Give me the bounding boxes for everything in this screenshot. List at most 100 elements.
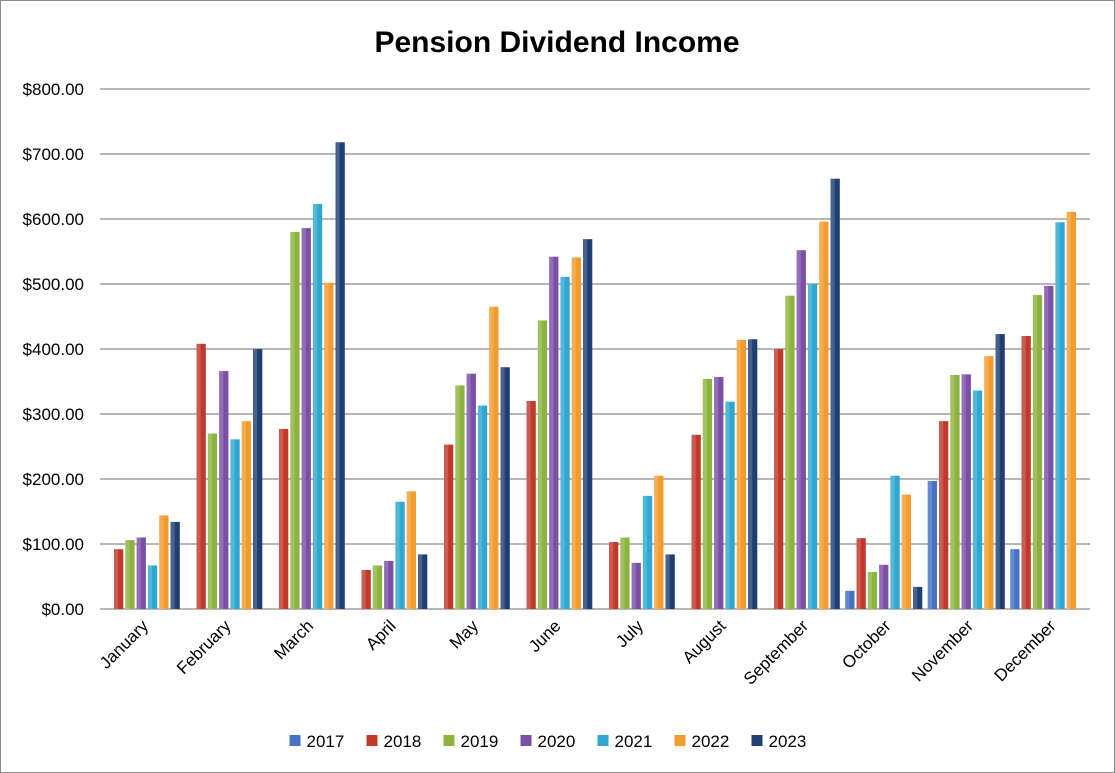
x-tick-label: May	[446, 616, 482, 652]
bar	[571, 257, 581, 609]
bar-2023-october	[913, 586, 923, 609]
bar-highlight	[241, 421, 246, 609]
bar-highlight	[950, 375, 955, 609]
legend-swatch	[366, 735, 378, 746]
bar-highlight	[500, 367, 505, 609]
bar-2020-may	[466, 373, 476, 609]
bar	[736, 339, 746, 609]
bar	[583, 239, 593, 609]
bar-highlight	[879, 564, 884, 609]
bar-2021-november	[972, 390, 983, 609]
bar-2022-march	[324, 282, 334, 609]
bar-2022-august	[736, 339, 746, 609]
bar-2018-august	[691, 434, 701, 609]
legend-label: 2022	[692, 732, 730, 751]
bar	[125, 540, 135, 609]
bar	[774, 349, 784, 609]
bar	[477, 405, 488, 609]
bar-2022-september	[819, 221, 829, 609]
bar-highlight	[324, 282, 329, 609]
bar-2020-august	[714, 376, 724, 609]
bar-highlight	[136, 537, 141, 609]
bar-2020-december	[1044, 285, 1054, 609]
y-tick-label: $400.00	[23, 340, 84, 359]
bar-highlight	[901, 494, 906, 609]
x-tick-label: January	[96, 616, 153, 673]
bar	[230, 439, 240, 609]
bar-highlight	[774, 349, 779, 609]
bar-2022-december	[1066, 211, 1076, 609]
bar	[1055, 222, 1065, 609]
x-tick-label: November	[908, 616, 977, 685]
bar-2020-march	[301, 228, 311, 609]
x-tick-label: June	[525, 616, 565, 656]
bar-2022-february	[241, 421, 251, 609]
bar	[560, 276, 570, 609]
bar-highlight	[1066, 211, 1071, 609]
bar-highlight	[395, 501, 400, 609]
bar	[984, 356, 994, 609]
bar-2023-june	[583, 239, 593, 609]
legend-swatch	[751, 735, 763, 746]
bar	[620, 537, 630, 609]
bar-2021-december	[1055, 222, 1065, 609]
bar-2018-march	[279, 428, 289, 609]
legend-swatch	[520, 735, 532, 746]
bar-highlight	[571, 257, 576, 609]
bar-2019-july	[620, 537, 630, 609]
bar-highlight	[170, 521, 175, 609]
bar-2022-may	[489, 306, 499, 609]
bar-2021-april	[395, 501, 405, 609]
bar-2023-may	[500, 367, 510, 609]
bar-highlight	[207, 433, 212, 609]
bar-2019-february	[207, 433, 218, 609]
bar	[913, 586, 923, 609]
legend-swatch	[674, 735, 686, 746]
bar-highlight	[125, 540, 130, 609]
bar-2019-march	[290, 232, 300, 609]
bar-2018-november	[939, 421, 949, 609]
bar-2020-november	[961, 374, 971, 609]
bar-2023-march	[335, 142, 345, 610]
bar-highlight	[1021, 336, 1026, 609]
bar-2022-april	[406, 491, 416, 609]
bar-highlight	[114, 549, 119, 609]
x-axis-ticks: January February March April May June July Augu…	[96, 616, 1060, 689]
bar	[1066, 211, 1076, 609]
bar-highlight	[796, 250, 801, 609]
legend-item-2020: 2020	[520, 732, 575, 751]
x-tick-label: December	[991, 616, 1060, 685]
bar-highlight	[418, 554, 423, 609]
bar-2021-june	[560, 276, 570, 609]
bar-2021-september	[807, 284, 818, 609]
bar-highlight	[1032, 295, 1037, 609]
bar-2017-november	[927, 480, 937, 609]
bar-highlight	[560, 276, 565, 609]
bar-highlight	[159, 515, 164, 609]
x-tick-label: September	[740, 616, 812, 688]
legend-label: 2019	[461, 732, 499, 751]
bar-2020-september	[796, 250, 806, 609]
bar	[444, 444, 454, 609]
bar-highlight	[230, 439, 235, 609]
bar	[1010, 549, 1020, 609]
bar	[856, 538, 866, 609]
bar-2018-june	[526, 401, 536, 609]
bar	[241, 421, 251, 609]
bar-highlight	[219, 371, 224, 609]
y-axis-ticks: $0.00 $100.00 $200.00 $300.00 $400.00 $500.00…	[23, 80, 84, 619]
bar	[939, 421, 949, 609]
bar	[1032, 295, 1043, 609]
bar-2022-june	[571, 257, 581, 609]
bar-highlight	[736, 339, 741, 609]
bar	[995, 334, 1005, 609]
bar-2020-june	[549, 256, 559, 609]
bar-highlight	[335, 142, 340, 610]
y-tick-label: $800.00	[23, 80, 84, 99]
bar	[279, 428, 289, 609]
bar-2021-february	[230, 439, 240, 609]
bar-highlight	[807, 284, 813, 609]
bar-2023-august	[748, 339, 758, 609]
bar-2019-may	[455, 385, 465, 609]
